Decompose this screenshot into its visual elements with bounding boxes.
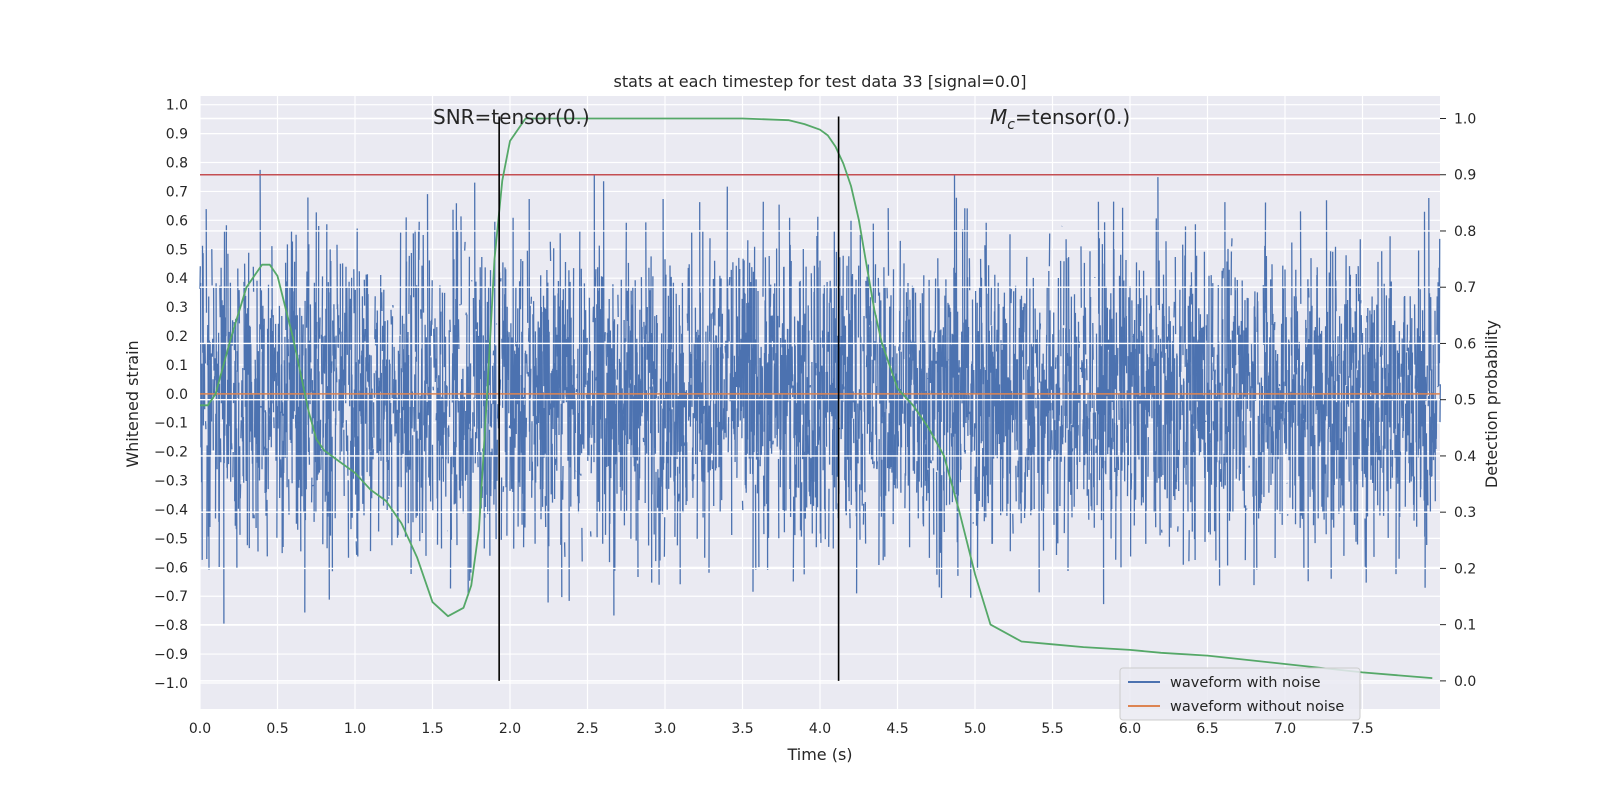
y-tick-label-left: −0.7: [154, 589, 188, 605]
y-tick-label-right: 0.6: [1454, 336, 1476, 352]
y-tick-label-right: 0.4: [1454, 449, 1476, 465]
x-tick-label: 4.5: [886, 721, 908, 737]
x-tick-label: 1.5: [421, 721, 443, 737]
x-tick-label: 5.0: [964, 721, 986, 737]
legend-label-noise: waveform with noise: [1170, 675, 1321, 691]
y-tick-label-right: 0.3: [1454, 505, 1476, 521]
legend-box: [1119, 667, 1361, 721]
legend: waveform with noise waveform without noi…: [1119, 667, 1361, 721]
x-axis-label: Time (s): [786, 745, 852, 764]
y-tick-label-left: −0.1: [154, 416, 188, 432]
y-axis-label-left: Whitened strain: [123, 340, 142, 467]
x-tick-label: 0.0: [189, 721, 211, 737]
y-tick-label-left: −0.8: [154, 618, 188, 634]
y-tick-label-right: 0.8: [1454, 224, 1476, 240]
y-tick-label-left: 0.8: [166, 156, 188, 172]
y-tick-label-left: −1.0: [154, 676, 188, 692]
chart-title: stats at each timestep for test data 33 …: [614, 72, 1027, 91]
line-series: [200, 116, 1440, 681]
y-tick-label-left: −0.3: [154, 474, 188, 490]
y-tick-label-left: −0.5: [154, 531, 188, 547]
y-tick-label-left: −0.4: [154, 502, 188, 518]
x-tick-label: 7.5: [1351, 721, 1373, 737]
y-tick-label-left: 0.5: [166, 242, 188, 258]
y-ticks-left: 1.0 0.9 0.8 0.7 0.6 0.5 0.4 0.3 0.2 0.1 0.0 −0.1 −0.…: [154, 98, 188, 692]
legend-label-clean: waveform without noise: [1170, 699, 1344, 715]
x-tick-label: 7.0: [1274, 721, 1296, 737]
y-tick-label-right: 0.2: [1454, 561, 1476, 577]
y-tick-label-left: 1.0: [166, 98, 188, 114]
y-tick-label-left: 0.0: [166, 387, 188, 403]
x-ticks: 0.0 0.5 1.0 1.5 2.0 2.5 3.0 3.5 4.0 4.5 5.0 5.5 6.0 6…: [189, 721, 1374, 737]
y-tick-label-right: 0.0: [1454, 674, 1476, 690]
y-ticks-right: 1.0 0.9 0.8 0.7 0.6 0.5 0.4 0.3 0.2 0.1 0.0: [1440, 111, 1476, 690]
y-tick-label-left: 0.6: [166, 213, 188, 229]
x-tick-label: 6.0: [1119, 721, 1141, 737]
y-tick-label-left: −0.6: [154, 560, 188, 576]
x-tick-label: 3.5: [731, 721, 753, 737]
y-tick-label-right: 0.9: [1454, 168, 1476, 184]
y-tick-label-right: 0.1: [1454, 618, 1476, 634]
y-tick-label-right: 1.0: [1454, 111, 1476, 127]
y-tick-label-left: 0.1: [166, 358, 188, 374]
y-axis-label-right: Detection probability: [1482, 320, 1501, 488]
mc-annotation: Mc=tensor(0.): [990, 105, 1130, 133]
x-tick-label: 3.0: [654, 721, 676, 737]
x-tick-label: 5.5: [1041, 721, 1063, 737]
detection-probability-line: [200, 117, 1433, 679]
x-tick-label: 2.5: [576, 721, 598, 737]
x-tick-label: 6.5: [1196, 721, 1218, 737]
y-tick-label-right: 0.5: [1454, 393, 1476, 409]
y-tick-label-left: −0.9: [154, 647, 188, 663]
x-tick-label: 2.0: [499, 721, 521, 737]
y-tick-label-left: 0.3: [166, 300, 188, 316]
y-tick-label-left: −0.2: [154, 445, 188, 461]
y-tick-label-left: 0.2: [166, 329, 188, 345]
y-tick-label-right: 0.7: [1454, 280, 1476, 296]
y-tick-label-left: 0.9: [166, 127, 188, 143]
y-tick-label-left: 0.4: [166, 271, 188, 287]
x-tick-label: 4.0: [809, 721, 831, 737]
noise-waveform: [199, 169, 1441, 624]
y-tick-label-left: 0.7: [166, 184, 188, 200]
x-tick-label: 1.0: [344, 721, 366, 737]
snr-annotation: SNR=tensor(0.): [433, 105, 590, 129]
x-tick-label: 0.5: [266, 721, 288, 737]
